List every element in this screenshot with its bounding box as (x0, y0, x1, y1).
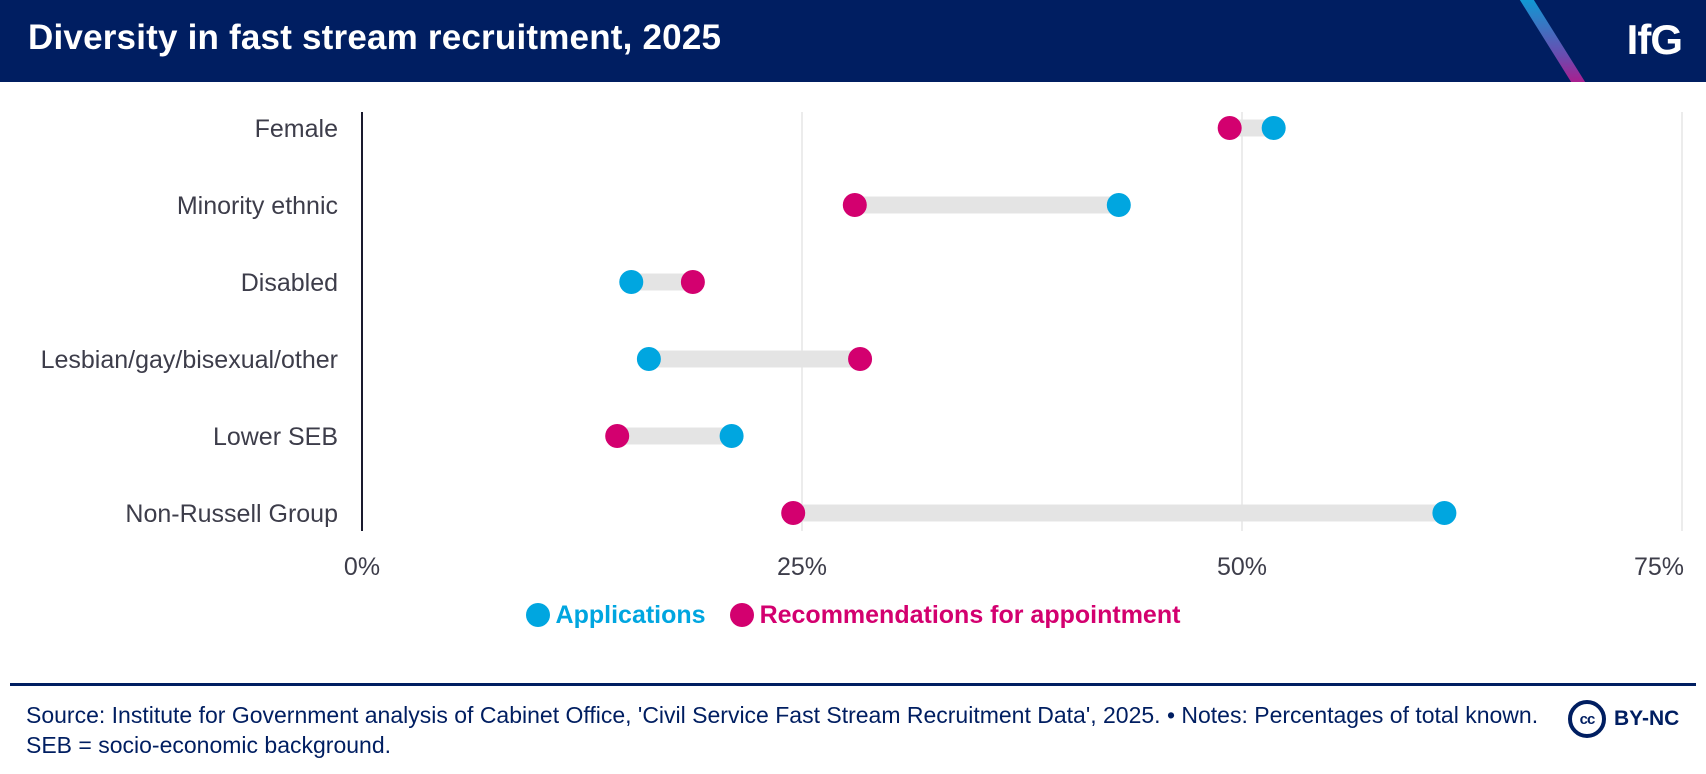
category-label-minority-ethnic: Minority ethnic (177, 192, 338, 220)
applications-point-disabled (619, 270, 644, 294)
source-note: Source: Institute for Government analysi… (26, 702, 1539, 758)
license-badge: cc BY-NC (1568, 700, 1679, 738)
recommendations-point-lesbian-gay-bisexual-other (848, 347, 873, 371)
applications-point-non-russell-group (1432, 501, 1457, 525)
ifg-logo: IfG (1626, 16, 1683, 63)
license-label: BY-NC (1614, 707, 1680, 730)
x-tick-label-0: 0% (344, 553, 380, 581)
applications-point-female (1261, 116, 1286, 140)
brand-stripe (1513, 0, 1597, 82)
legend-label-recommendations: Recommendations for appointment (759, 600, 1181, 629)
creative-commons-icon: cc (1568, 700, 1606, 738)
recommendations-point-disabled (680, 270, 705, 294)
x-tick-label-3: 75% (1634, 553, 1684, 581)
category-label-disabled: Disabled (241, 269, 338, 297)
legend-item-applications: Applications (525, 600, 706, 630)
footer-divider (10, 683, 1696, 686)
chart-legend: Applications Recommendations for appoint… (0, 597, 1706, 633)
legend-item-recommendations: Recommendations for appointment (729, 600, 1181, 630)
dumbbell-chart: 0% 25% 50% 75% Female Minority ethnic Disabled… (41, 112, 1684, 581)
category-label-female: Female (255, 115, 338, 143)
applications-point-minority-ethnic (1106, 193, 1131, 217)
recommendations-point-female (1217, 116, 1242, 140)
recommendations-point-lower-seb (605, 424, 630, 448)
category-label-lesbian-gay-bisexual-other: Lesbian/gay/bisexual/other (41, 346, 338, 374)
applications-point-lesbian-gay-bisexual-other (636, 347, 661, 371)
legend-label-applications: Applications (555, 600, 706, 629)
x-tick-label-1: 25% (777, 553, 827, 581)
chart-title: Diversity in fast stream recruitment, 20… (28, 18, 722, 57)
recommendations-point-non-russell-group (781, 501, 806, 525)
applications-point-lower-seb (719, 424, 744, 448)
category-label-non-russell-group: Non-Russell Group (125, 500, 338, 528)
recommendations-point-minority-ethnic (842, 193, 867, 217)
chart-header: Diversity in fast stream recruitment, 20… (0, 0, 1706, 82)
legend-dot-applications-icon (525, 603, 550, 627)
x-tick-label-2: 50% (1217, 553, 1267, 581)
category-label-lower-seb: Lower SEB (213, 423, 338, 451)
legend-dot-recommendations-icon (729, 603, 754, 627)
